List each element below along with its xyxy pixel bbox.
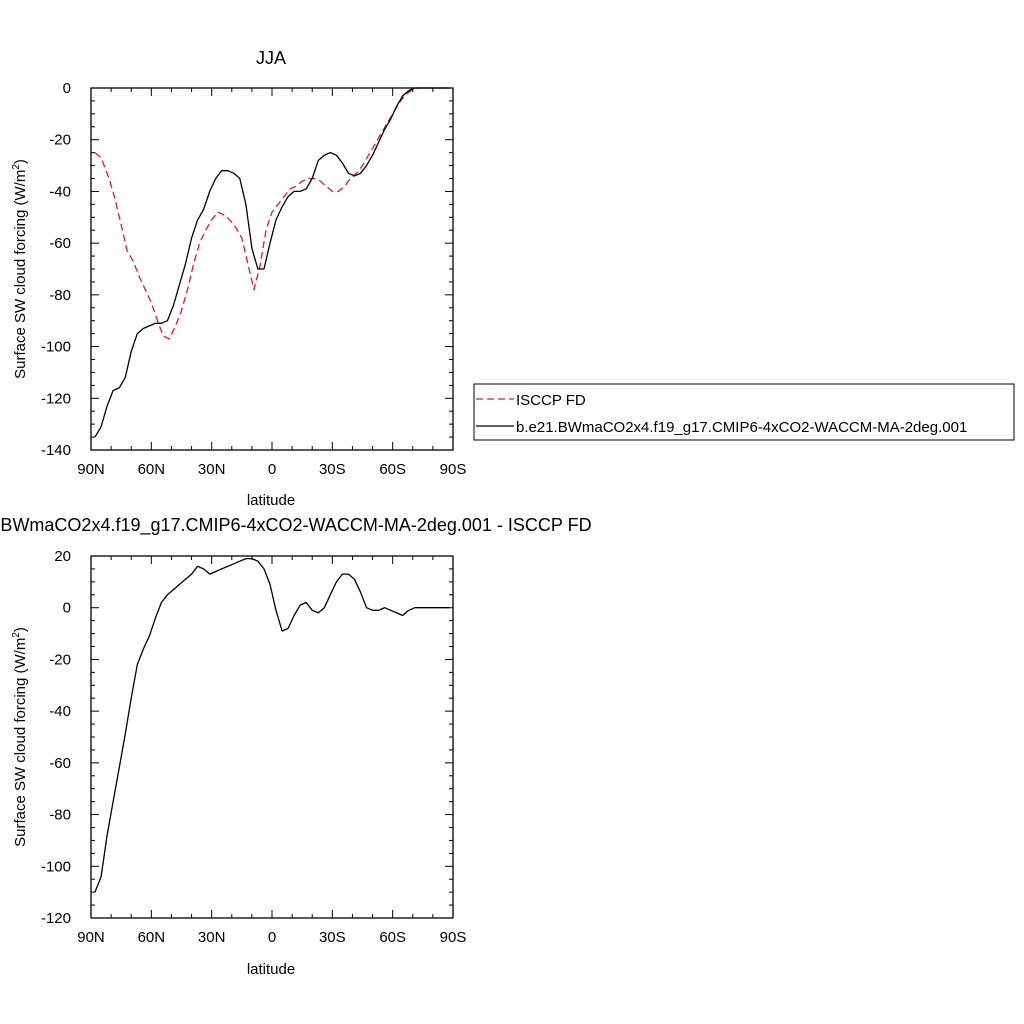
x-tick-label: 90S [440, 461, 467, 478]
y-tick-label: -120 [41, 390, 71, 407]
panel-title: JJA [256, 48, 286, 68]
y-tick-label: -60 [49, 755, 71, 772]
x-tick-label: 30N [198, 461, 226, 478]
series-line-difference [94, 557, 449, 893]
panel-title: b.e21.BWmaCO2x4.f19_g17.CMIP6-4xCO2-WACC… [0, 515, 592, 536]
y-tick-label: 0 [63, 80, 71, 97]
legend-box [473, 383, 1015, 441]
x-axis-label: latitude [247, 492, 295, 509]
y-tick-label: -100 [41, 858, 71, 875]
y-tick-label: -60 [49, 235, 71, 252]
y-axis-label: Surface SW cloud forcing (W/m2) [11, 159, 29, 379]
y-tick-label: -40 [49, 703, 71, 720]
x-tick-label: 90N [77, 929, 105, 946]
x-tick-label: 90N [77, 461, 105, 478]
y-tick-label: -20 [49, 651, 71, 668]
legend-label-model: b.e21.BWmaCO2x4.f19_g17.CMIP6-4xCO2-WACC… [516, 419, 967, 436]
plot-frame [90, 87, 454, 451]
y-tick-label: -120 [41, 910, 71, 927]
series-group [94, 557, 449, 893]
y-tick-label: -20 [49, 132, 71, 149]
y-tick-label: -80 [49, 287, 71, 304]
x-axis-ticks: 90N 60N 30N 0 30S 60S 90S [77, 88, 466, 478]
plot-frame [90, 555, 454, 919]
x-axis-ticks: 90N 60N 30N 0 30S 60S 90S [77, 556, 466, 946]
y-tick-label: 20 [54, 548, 71, 565]
y-tick-label: -140 [41, 442, 71, 459]
x-axis-label: latitude [247, 961, 295, 978]
x-tick-label: 30S [319, 461, 346, 478]
series-line-isccp [94, 87, 449, 340]
x-tick-label: 60N [138, 929, 166, 946]
x-tick-label: 0 [268, 461, 276, 478]
y-tick-label: -80 [49, 807, 71, 824]
y-axis-ticks: 20 0 -20 -40 -60 -80 -100 -120 [41, 548, 453, 927]
legend: ISCCP FD b.e21.BWmaCO2x4.f19_g17.CMIP6-4… [473, 383, 1015, 441]
top-panel: JJA 90N 60N 30N 0 30S 60S 90S 0 -20 -40 -60 -80 -10… [11, 48, 466, 509]
series-group [94, 87, 449, 438]
y-axis-ticks: 0 -20 -40 -60 -80 -100 -120 -140 [41, 80, 453, 459]
x-tick-label: 90S [440, 929, 467, 946]
x-tick-label: 30N [198, 929, 226, 946]
x-tick-label: 60N [138, 461, 166, 478]
x-tick-label: 60S [379, 461, 406, 478]
bottom-panel: b.e21.BWmaCO2x4.f19_g17.CMIP6-4xCO2-WACC… [0, 515, 592, 978]
y-axis-label: Surface SW cloud forcing (W/m2) [11, 627, 29, 847]
y-tick-label: -100 [41, 339, 71, 356]
y-tick-label: -40 [49, 183, 71, 200]
legend-label-isccp: ISCCP FD [516, 392, 586, 409]
series-line-model [94, 87, 449, 438]
x-tick-label: 60S [379, 929, 406, 946]
x-tick-label: 0 [268, 929, 276, 946]
y-tick-label: 0 [63, 600, 71, 617]
x-tick-label: 30S [319, 929, 346, 946]
